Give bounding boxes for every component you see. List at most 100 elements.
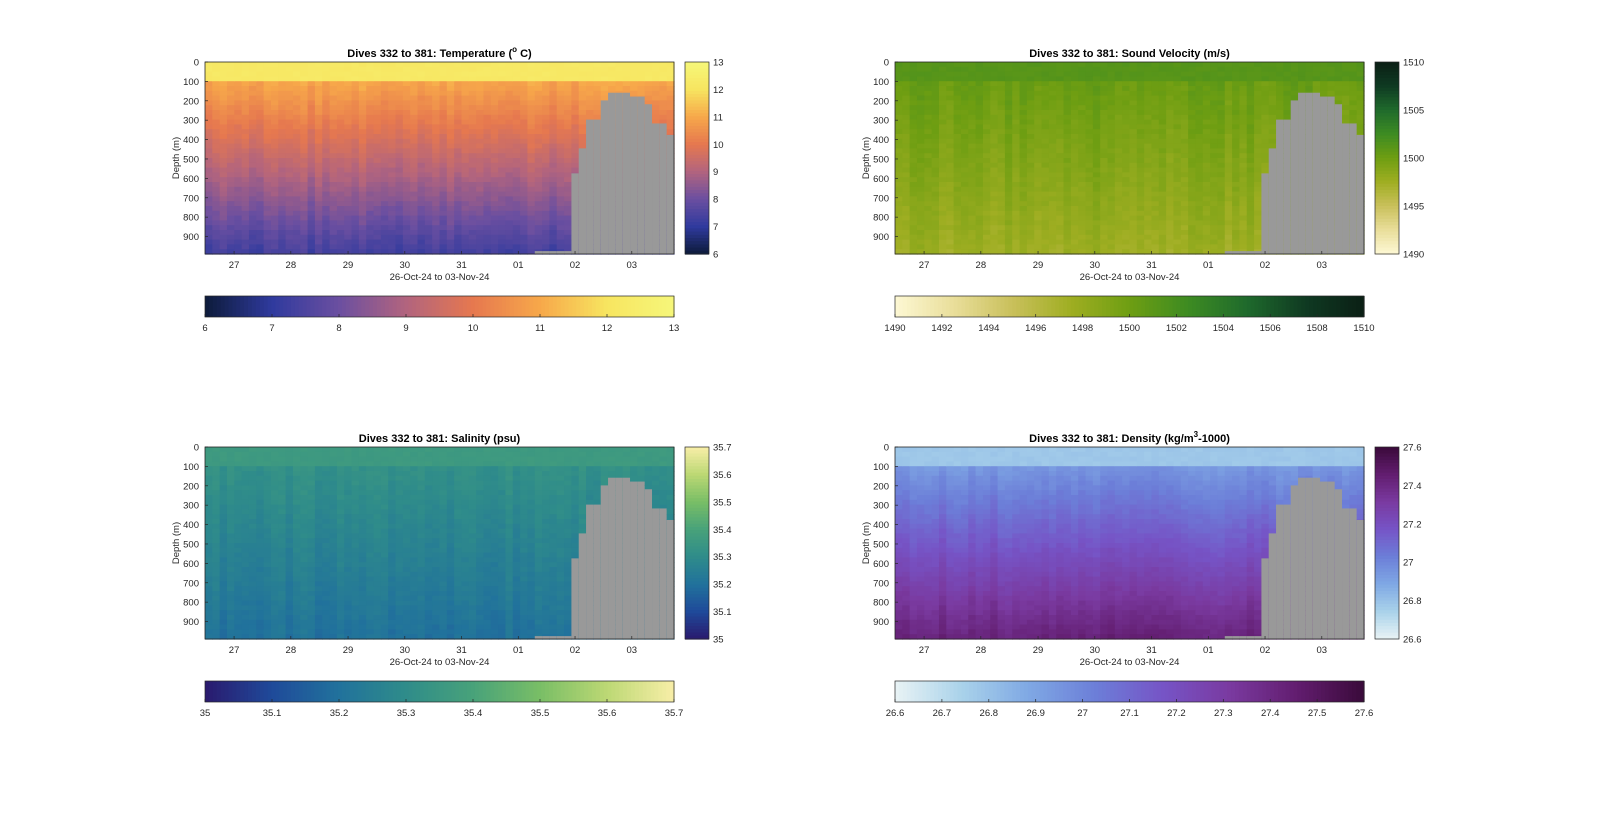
heatmap-cell	[1144, 71, 1153, 77]
heatmap-cell	[1070, 182, 1079, 188]
heatmap-cell	[659, 114, 668, 121]
heatmap-cell	[300, 158, 309, 164]
heatmap-cell	[534, 129, 543, 135]
heatmap-cell	[351, 129, 360, 135]
heatmap-cell	[534, 124, 543, 130]
heatmap-cell	[410, 86, 419, 92]
heatmap-cell	[395, 158, 404, 164]
heatmap-cell	[1136, 138, 1145, 145]
heatmap-cell	[439, 119, 448, 125]
heatmap-cell	[263, 244, 272, 250]
colorbar-swatch	[267, 296, 273, 317]
heatmap-cell	[593, 66, 602, 73]
heatmap-cell	[461, 134, 470, 140]
heatmap-cell	[931, 153, 940, 159]
heatmap-cell	[424, 158, 433, 164]
heatmap-cell	[490, 215, 499, 221]
heatmap-cell	[1166, 114, 1175, 121]
heatmap-cell	[1063, 186, 1072, 193]
heatmap-cell	[351, 182, 360, 188]
colorbar-swatch	[685, 209, 709, 213]
heatmap-cell	[483, 158, 492, 164]
heatmap-cell	[483, 114, 492, 121]
heatmap-cell	[1254, 76, 1263, 82]
heatmap-cell	[549, 177, 558, 183]
heatmap-cell	[256, 244, 265, 250]
heatmap-cell	[1092, 86, 1101, 92]
heatmap-cell	[1166, 124, 1175, 130]
heatmap-cell	[644, 95, 653, 101]
heatmap-cell	[1254, 177, 1263, 183]
heatmap-cell	[366, 172, 375, 178]
heatmap-cell	[960, 230, 969, 236]
heatmap-cell	[615, 81, 624, 87]
heatmap-cell	[300, 129, 309, 135]
heatmap-cell	[975, 239, 984, 245]
heatmap-cell	[468, 66, 477, 73]
heatmap-cell	[909, 225, 918, 231]
heatmap-cell	[490, 129, 499, 135]
heatmap-cell	[960, 105, 969, 111]
heatmap-cell	[329, 95, 338, 101]
heatmap-cell	[1151, 201, 1160, 207]
heatmap-cell	[234, 206, 243, 212]
heatmap-cell	[527, 100, 536, 106]
heatmap-cell	[358, 167, 367, 173]
x-tick-label: 29	[343, 260, 354, 271]
heatmap-cell	[454, 172, 463, 178]
heatmap-cell	[278, 186, 287, 193]
heatmap-cell	[432, 225, 441, 231]
heatmap-cell	[1239, 182, 1248, 188]
heatmap-cell	[344, 230, 353, 236]
heatmap-cell	[1246, 215, 1255, 221]
heatmap-cell	[336, 162, 345, 169]
heatmap-cell	[212, 244, 221, 250]
heatmap-cell	[1283, 105, 1292, 111]
heatmap-cell	[982, 100, 991, 106]
heatmap-cell	[1129, 90, 1138, 97]
heatmap-cell	[909, 148, 918, 154]
heatmap-cell	[1224, 191, 1233, 197]
heatmap-cell	[417, 71, 426, 77]
heatmap-cell	[366, 153, 375, 159]
heatmap-cell	[402, 62, 411, 68]
heatmap-cell	[1232, 124, 1241, 130]
heatmap-cell	[366, 167, 375, 173]
heatmap-cell	[1202, 81, 1211, 87]
heatmap-cell	[1254, 215, 1263, 221]
heatmap-cell	[505, 196, 514, 202]
heatmap-cell	[938, 114, 947, 121]
heatmap-cell	[278, 206, 287, 212]
heatmap-cell	[241, 215, 250, 221]
heatmap-cell	[1224, 114, 1233, 121]
heatmap-cell	[916, 234, 925, 241]
heatmap-cell	[990, 62, 999, 68]
heatmap-cell	[344, 105, 353, 111]
heatmap-cell	[285, 182, 294, 188]
heatmap-cell	[1217, 172, 1226, 178]
heatmap-cell	[300, 220, 309, 226]
heatmap-cell	[968, 95, 977, 101]
heatmap-cell	[490, 225, 499, 231]
colorbar-swatch	[638, 296, 644, 317]
heatmap-cell	[344, 239, 353, 245]
heatmap-cell	[461, 234, 470, 241]
colorbar-swatch	[369, 296, 374, 317]
heatmap-cell	[512, 177, 521, 183]
heatmap-cell	[1173, 234, 1182, 241]
heatmap-cell	[990, 158, 999, 164]
heatmap-cell	[1224, 143, 1233, 149]
heatmap-cell	[1100, 182, 1109, 188]
heatmap-cell	[454, 62, 463, 68]
heatmap-cell	[902, 81, 911, 87]
heatmap-cell	[402, 215, 411, 221]
heatmap-cell	[498, 191, 507, 197]
heatmap-cell	[1078, 71, 1087, 77]
heatmap-cell	[534, 244, 543, 250]
heatmap-cell	[1202, 215, 1211, 221]
heatmap-cell	[1129, 71, 1138, 77]
heatmap-cell	[990, 215, 999, 221]
heatmap-cell	[329, 76, 338, 82]
heatmap-cell	[410, 143, 419, 149]
heatmap-cell	[417, 234, 426, 241]
